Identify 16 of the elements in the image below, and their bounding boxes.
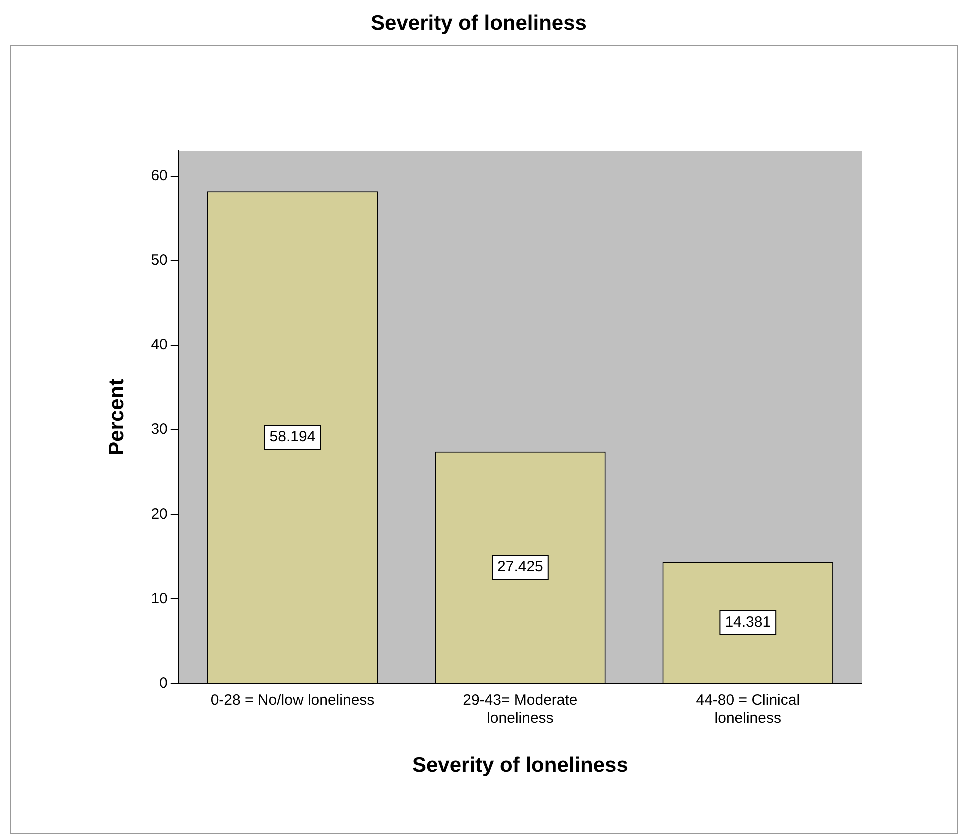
y-tick-label: 40 <box>151 336 168 354</box>
y-tick-label: 60 <box>151 168 168 185</box>
x-tick-label: 44-80 = Clinical loneliness <box>696 692 800 727</box>
x-tick-label: 0-28 = No/low loneliness <box>210 692 375 709</box>
y-tick-label: 0 <box>160 674 168 692</box>
y-tick-label: 50 <box>151 252 168 270</box>
x-axis-title: Severity of loneliness <box>412 754 628 778</box>
y-tick-label: 20 <box>151 506 168 523</box>
x-tick-label: 29-43= Moderate loneliness <box>463 692 578 727</box>
chart-title: Severity of loneliness <box>370 12 588 36</box>
data-label: 58.194 <box>270 428 316 446</box>
data-label: 14.381 <box>725 614 772 631</box>
y-axis-title: Percent <box>105 378 128 456</box>
data-label: 27.425 <box>497 558 544 576</box>
y-tick-label: 30 <box>151 421 168 438</box>
y-tick-label: 10 <box>151 590 168 608</box>
